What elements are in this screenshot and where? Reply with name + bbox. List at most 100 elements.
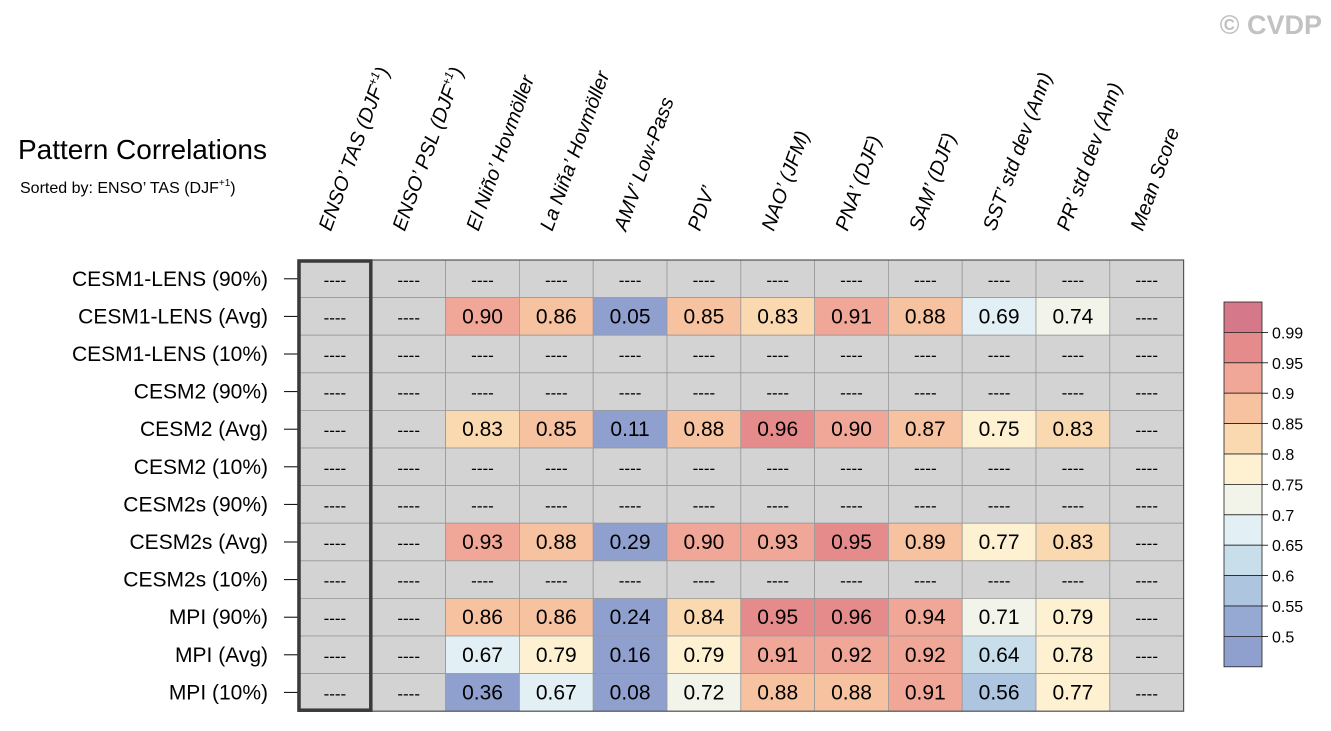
table-cell	[1035, 409, 1111, 449]
colorbar: 0.99 0.95 0.9 0.85 0.8 0.75 0.7 0.65 0.6 0.55 0.5	[1223, 301, 1303, 668]
cell-value: ----	[1135, 384, 1158, 403]
cell-value: ----	[988, 572, 1011, 591]
column-header: SST’ std dev (Ann)	[979, 69, 1057, 233]
cell-value: 0.93	[462, 531, 503, 554]
table-cell	[666, 297, 742, 336]
table-cell	[888, 598, 963, 637]
cell-value: 0.79	[683, 644, 724, 667]
cell-value: 0.88	[831, 681, 872, 704]
colorbar-label: 0.9	[1272, 386, 1294, 403]
cell-value: ----	[988, 346, 1011, 365]
cell-value: ----	[1135, 647, 1158, 666]
cell-value: ----	[324, 572, 347, 591]
row-label: CESM2s (10%)	[123, 569, 268, 592]
cell-value: 0.91	[905, 681, 946, 704]
cell-value: ----	[619, 271, 642, 290]
cell-value: ----	[1062, 496, 1085, 515]
table-cell	[888, 447, 963, 486]
table-cell	[1109, 372, 1185, 411]
cell-value: ----	[545, 346, 568, 365]
cell-value: ----	[619, 346, 642, 365]
cell-value: ----	[397, 271, 420, 290]
table-cell	[1109, 259, 1185, 298]
cell-value: ----	[471, 459, 494, 478]
table-cell	[814, 522, 889, 562]
column-header: NAO’ (JFM)	[758, 128, 814, 234]
table-cell	[592, 522, 668, 562]
cell-value: 0.72	[683, 681, 724, 704]
table-cell	[592, 297, 668, 336]
cell-value: ----	[397, 572, 420, 591]
cell-value: ----	[1062, 384, 1085, 403]
colorbar-swatch	[1223, 575, 1263, 607]
table-cell	[297, 673, 373, 712]
column-header: El Niño’ Hovmöller	[463, 71, 540, 233]
table-cell	[445, 447, 520, 486]
table-cell	[814, 447, 889, 486]
cell-value: ----	[693, 572, 716, 591]
cell-value: ----	[840, 496, 863, 515]
cell-value: ----	[1062, 271, 1085, 290]
cell-value: ----	[545, 271, 568, 290]
colorbar-label: 0.5	[1272, 629, 1294, 646]
cell-value: ----	[324, 684, 347, 703]
cell-value: ----	[1135, 496, 1158, 515]
table-cell	[1035, 673, 1111, 712]
cell-value: 0.96	[757, 418, 798, 441]
table-cell	[888, 635, 963, 674]
cell-value: 0.88	[905, 305, 946, 328]
table-cell	[740, 560, 815, 599]
table-cells: ---- ---- ---- ---- ---- ---- ---- ---- ---- ----…	[297, 259, 1185, 712]
column-header: ENSO’ PSL (DJF+1)	[387, 64, 468, 234]
cell-value: ----	[1135, 684, 1158, 703]
cell-value: 0.88	[683, 418, 724, 441]
cell-value: ----	[988, 496, 1011, 515]
table-cell	[740, 409, 815, 449]
colorbar-swatch	[1223, 331, 1263, 364]
table-cell	[592, 485, 668, 524]
cell-value: ----	[324, 609, 347, 628]
cell-value: ----	[619, 459, 642, 478]
cell-value: 0.84	[683, 606, 724, 629]
colorbar-swatch	[1223, 544, 1263, 577]
cell-value: ----	[324, 647, 347, 666]
cell-value: 0.75	[979, 418, 1020, 441]
table-cell	[297, 485, 373, 524]
table-cell	[961, 560, 1037, 599]
cell-value: 0.85	[536, 418, 577, 441]
cell-value: 0.95	[757, 606, 798, 629]
column-header: PR’ std dev (Ann)	[1053, 80, 1127, 234]
cell-value: 0.94	[905, 606, 946, 629]
cell-value: 0.91	[757, 644, 798, 667]
cell-value: 0.64	[979, 644, 1020, 667]
cell-value: 0.87	[905, 418, 946, 441]
cell-value: ----	[619, 572, 642, 591]
cell-value: 0.91	[831, 305, 872, 328]
cell-value: ----	[988, 271, 1011, 290]
table-cell	[445, 560, 520, 599]
cell-value: ----	[397, 421, 420, 440]
cell-value: 0.36	[462, 681, 503, 704]
table-cell	[888, 409, 963, 449]
table-cell	[519, 409, 594, 449]
table-cell	[814, 673, 889, 712]
column-header: SAM’ (DJF)	[905, 130, 961, 234]
colorbar-swatch	[1223, 605, 1263, 637]
cell-value: 0.85	[683, 305, 724, 328]
cell-value: ----	[397, 346, 420, 365]
colorbar-label: 0.65	[1272, 538, 1303, 555]
table-cell	[961, 259, 1037, 298]
table-cell	[297, 447, 373, 486]
cell-value: ----	[766, 384, 789, 403]
table-cell	[1035, 522, 1111, 562]
table-cell	[814, 635, 889, 674]
cell-value: ----	[693, 271, 716, 290]
colorbar-swatch	[1223, 636, 1263, 668]
cell-value: ----	[1135, 534, 1158, 553]
cell-value: ----	[1135, 346, 1158, 365]
cell-value: ----	[1135, 572, 1158, 591]
cell-value: ----	[545, 572, 568, 591]
table-cell	[445, 334, 520, 374]
table-cell	[1035, 635, 1111, 674]
table-cell	[1109, 334, 1185, 374]
